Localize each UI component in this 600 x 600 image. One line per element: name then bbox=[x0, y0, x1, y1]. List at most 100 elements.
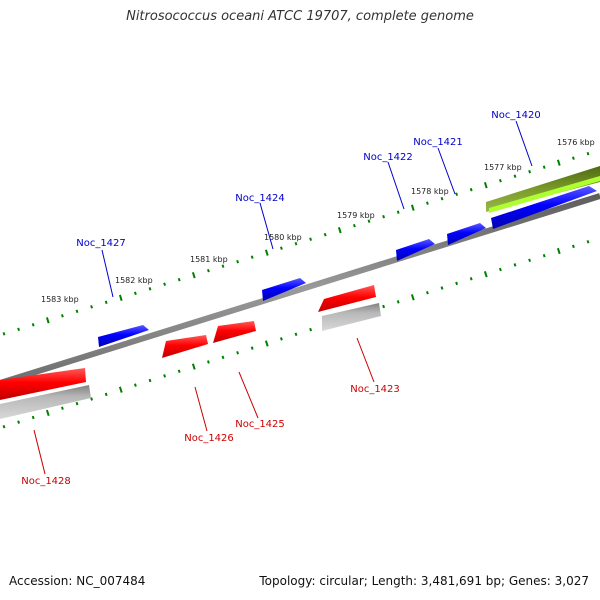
inner-tick-dot bbox=[148, 378, 152, 383]
inner-tick-dot bbox=[279, 337, 283, 341]
feature-noc-1425 bbox=[213, 321, 256, 343]
outer-tick-dot bbox=[31, 323, 35, 327]
inner-tick-dot bbox=[133, 383, 137, 387]
scale-label-1576: 1576 kbp bbox=[557, 138, 595, 147]
inner-tick-dot bbox=[163, 374, 167, 378]
outer-tick-dot bbox=[426, 201, 429, 205]
outer-tick-dot bbox=[250, 255, 254, 259]
inner-tick-dot bbox=[264, 340, 269, 347]
inner-tick-dot bbox=[118, 386, 123, 393]
map-title: Nitrosococcus oceani ATCC 19707, complet… bbox=[126, 9, 474, 24]
inner-tick-dot bbox=[104, 392, 108, 397]
feature-noc-1427 bbox=[98, 325, 149, 347]
outer-tick-dot bbox=[410, 204, 415, 211]
outer-tick-dot bbox=[17, 327, 20, 332]
gene-label-noc-1425: Noc_1425 bbox=[235, 419, 285, 430]
inner-tick-dot bbox=[309, 327, 313, 332]
gene-label-noc-1424: Noc_1424 bbox=[235, 193, 285, 204]
inner-tick-dot bbox=[31, 415, 35, 420]
feature-pseudo-1423 bbox=[322, 303, 381, 331]
scale-label-1583: 1583 kbp bbox=[41, 295, 79, 304]
inner-tick-dot bbox=[571, 244, 575, 249]
outer-tick-dot bbox=[294, 241, 298, 246]
outer-tick-dot bbox=[309, 237, 312, 241]
feature-noc-1422 bbox=[396, 239, 435, 261]
outer-tick-dot bbox=[455, 192, 458, 196]
scale-label-1582: 1582 kbp bbox=[115, 276, 153, 285]
inner-tick-dot bbox=[513, 263, 517, 267]
outer-tick-dot bbox=[528, 169, 531, 174]
inner-tick-dot bbox=[469, 277, 473, 281]
inner-tick-dot bbox=[498, 267, 502, 272]
outer-tick-dot bbox=[542, 165, 546, 169]
feature-noc-1420 bbox=[491, 186, 597, 229]
inner-tick-dot bbox=[455, 281, 459, 286]
inner-tick-dot bbox=[221, 355, 225, 360]
outer-tick-dot bbox=[118, 294, 123, 301]
outer-tick-dot bbox=[280, 246, 283, 250]
outer-tick-dot bbox=[572, 156, 575, 160]
inner-tick-dot bbox=[17, 420, 21, 424]
gene-label-noc-1426: Noc_1426 bbox=[184, 433, 234, 444]
outer-tick-dot bbox=[556, 159, 561, 166]
scale-label-1577: 1577 kbp bbox=[484, 163, 522, 172]
scale-label-1581: 1581 kbp bbox=[190, 255, 228, 264]
forward-callouts bbox=[101, 120, 533, 298]
inner-tick-dot bbox=[191, 363, 196, 370]
inner-tick-dot bbox=[483, 271, 488, 278]
outer-tick-dot bbox=[440, 196, 444, 201]
inner-tick-dot bbox=[60, 406, 64, 410]
inner-tick-dot bbox=[90, 397, 94, 401]
inner-tick-dot bbox=[45, 409, 50, 417]
outer-tick-dot bbox=[90, 305, 93, 309]
feature-pseudo-left bbox=[0, 385, 91, 419]
feature-noc-1424 bbox=[262, 278, 306, 301]
outer-tick-dot bbox=[45, 317, 50, 324]
inner-tick-dot bbox=[75, 401, 79, 406]
outer-tick-dot bbox=[104, 300, 108, 305]
feature-noc-1423 bbox=[318, 285, 376, 312]
scale-label-1578: 1578 kbp bbox=[411, 187, 449, 196]
genome-stats-text: Topology: circular; Length: 3,481,691 bp… bbox=[259, 574, 589, 588]
gene-label-noc-1427: Noc_1427 bbox=[76, 238, 126, 249]
inner-tick-dot bbox=[586, 240, 590, 244]
outer-tick-dot bbox=[499, 178, 502, 183]
gene-label-noc-1422: Noc_1422 bbox=[363, 152, 413, 163]
feature-rna bbox=[486, 166, 600, 212]
genome-backbone bbox=[0, 193, 600, 386]
inner-tick-dot bbox=[294, 332, 298, 337]
scale-label-1580: 1580 kbp bbox=[264, 233, 302, 242]
inner-tick-dot bbox=[250, 346, 254, 350]
outer-tick-dot bbox=[367, 219, 371, 223]
outer-tick-dot bbox=[513, 174, 517, 178]
gene-label-noc-1421: Noc_1421 bbox=[413, 137, 463, 148]
outer-tick-dot bbox=[221, 264, 225, 268]
outer-tick-dot bbox=[191, 272, 196, 279]
inner-tick-dots bbox=[2, 240, 590, 429]
outer-tick-dot bbox=[469, 187, 473, 192]
feature-noc-1426 bbox=[162, 335, 208, 358]
inner-tick-dot bbox=[2, 424, 6, 429]
outer-tick-dot bbox=[353, 223, 356, 228]
reverse-callouts bbox=[33, 337, 375, 475]
accession-text: Accession: NC_007484 bbox=[9, 574, 146, 588]
outer-tick-dot bbox=[382, 214, 385, 219]
inner-tick-dot bbox=[382, 304, 386, 309]
inner-tick-dot bbox=[528, 258, 532, 263]
outer-tick-dot bbox=[177, 277, 181, 282]
inner-tick-dot bbox=[410, 294, 415, 301]
outer-tick-dot bbox=[163, 282, 166, 286]
outer-tick-dots bbox=[2, 151, 590, 336]
outer-tick-dot bbox=[134, 291, 137, 296]
inner-tick-dot bbox=[177, 369, 181, 374]
outer-tick-dot bbox=[337, 227, 342, 234]
scale-label-1579: 1579 kbp bbox=[337, 211, 375, 220]
feature-noc-1421 bbox=[447, 223, 486, 245]
inner-tick-dot bbox=[556, 247, 561, 255]
outer-tick-dot bbox=[323, 232, 327, 237]
inner-tick-dot bbox=[396, 300, 400, 304]
inner-tick-dot bbox=[206, 360, 210, 364]
gene-label-noc-1428: Noc_1428 bbox=[21, 476, 71, 487]
inner-tick-dot bbox=[425, 290, 429, 295]
